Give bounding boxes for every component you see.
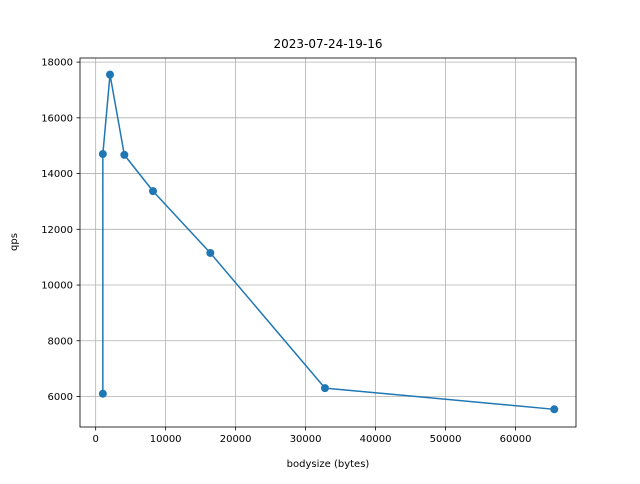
grid-lines <box>80 58 576 427</box>
data-point <box>206 248 215 257</box>
y-tick-label: 18000 <box>41 58 73 69</box>
data-point <box>98 389 107 398</box>
data-point <box>120 150 129 159</box>
y-tick-label: 14000 <box>41 169 73 180</box>
y-axis-ticks: 6000 8000 10000 12000 14000 16000 18000 <box>41 58 80 403</box>
x-tick-label: 30000 <box>290 434 322 445</box>
plot-background <box>80 58 576 427</box>
x-tick-label: 0 <box>92 434 98 445</box>
x-axis-ticks: 0 10000 20000 30000 40000 50000 60000 <box>92 427 531 445</box>
x-tick-label: 40000 <box>360 434 392 445</box>
x-tick-label: 60000 <box>500 434 532 445</box>
data-point <box>106 70 115 79</box>
x-tick-label: 20000 <box>220 434 252 445</box>
data-point <box>149 187 158 196</box>
y-tick-label: 12000 <box>41 225 73 236</box>
y-axis-label: qps <box>9 233 20 251</box>
y-tick-label: 16000 <box>41 113 73 124</box>
series-layer <box>98 70 559 414</box>
x-tick-label: 50000 <box>430 434 462 445</box>
y-tick-label: 8000 <box>48 336 73 347</box>
chart-title: 2023-07-24-19-16 <box>274 37 383 51</box>
data-point <box>98 150 107 159</box>
y-tick-label: 6000 <box>48 392 73 403</box>
data-point <box>550 405 559 414</box>
plot-frame <box>79 57 577 428</box>
y-tick-label: 10000 <box>41 281 73 292</box>
series-line <box>102 73 555 411</box>
x-tick-label: 10000 <box>150 434 182 445</box>
data-point <box>320 384 329 393</box>
x-axis-label: bodysize (bytes) <box>287 459 370 470</box>
